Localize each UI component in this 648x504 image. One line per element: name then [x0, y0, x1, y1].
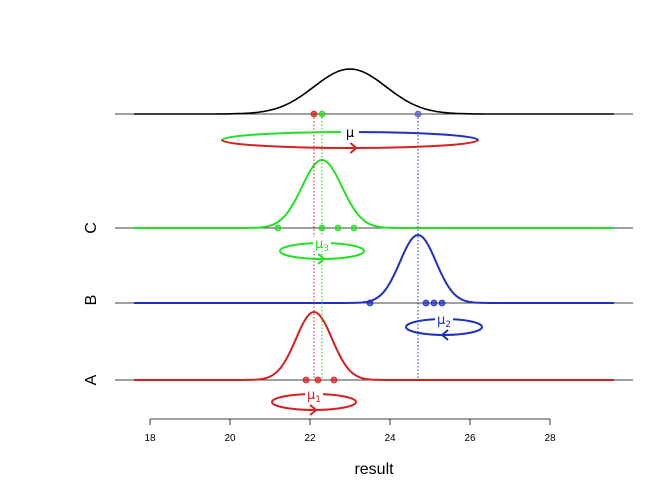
data-point-a-2 [314, 376, 322, 384]
loop-label-bg-a [305, 388, 323, 402]
row-label-b: B [83, 295, 100, 306]
loop-arrow-overall [349, 142, 358, 154]
data-point-c-3 [334, 224, 342, 232]
data-point-overall-1 [310, 110, 318, 118]
density-curve-b [134, 233, 614, 304]
curves-layer [115, 68, 633, 381]
loop-label-bg-c [313, 237, 331, 251]
density-curve-a [134, 310, 614, 381]
data-point-b-3 [430, 299, 438, 307]
data-point-a-3 [330, 376, 338, 384]
loop-arrow-a [309, 404, 318, 416]
x-tick-label-28: 28 [544, 433, 556, 444]
x-tick-label-18: 18 [144, 433, 156, 444]
x-tick-label-20: 20 [224, 433, 236, 444]
density-curve-c [134, 158, 614, 229]
loop-label-bg-b [435, 313, 453, 327]
density-curve-overall [134, 68, 614, 115]
x-tick-label-22: 22 [304, 433, 316, 444]
data-point-b-1 [366, 299, 374, 307]
data-point-c-1 [274, 224, 282, 232]
x-axis: 18 20 22 24 26 28 [144, 418, 556, 444]
data-point-a-1 [302, 376, 310, 384]
data-points [274, 110, 446, 384]
data-point-overall-3 [414, 110, 422, 118]
loop-arrow-b [440, 329, 449, 341]
loop-overall-top-right [349, 131, 479, 141]
x-tick-label-24: 24 [384, 433, 396, 444]
data-point-overall-2 [318, 110, 326, 118]
loop-label-bg-overall [341, 126, 359, 140]
row-labels: A B C [83, 222, 100, 385]
x-axis-title: result [354, 461, 394, 478]
loop-arrow-c [317, 253, 326, 265]
data-point-c-2 [318, 224, 326, 232]
data-point-b-2 [422, 299, 430, 307]
data-point-c-4 [350, 224, 358, 232]
row-label-a: A [83, 374, 100, 385]
mu-label-overall: μ [346, 126, 354, 141]
row-label-c: C [83, 222, 100, 234]
data-point-b-4 [438, 299, 446, 307]
x-tick-label-26: 26 [464, 433, 476, 444]
loop-overall-bottom [221, 139, 479, 149]
loop-overall-top-left [221, 131, 351, 141]
